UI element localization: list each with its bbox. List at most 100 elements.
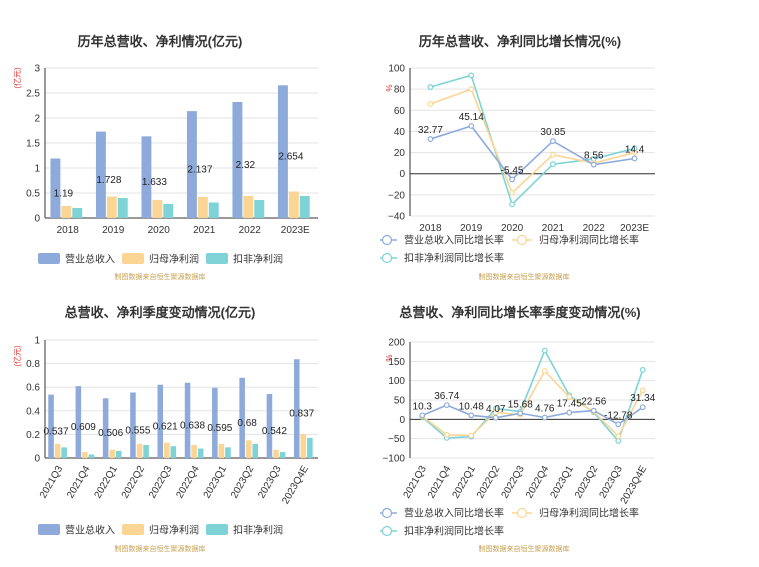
data-label: 0.837 [289,409,314,420]
x-tick-label: 2019 [460,223,483,234]
data-point [468,86,475,93]
data-label: 0.595 [207,423,232,434]
data-point [615,438,622,444]
x-tick-label: 2023E [620,223,649,234]
source-note: 制图数据来自恒生聚源数据库 [479,272,570,281]
series-line-1 [430,88,635,195]
chart-annual-growth-svg: 历年总营收、净利同比增长情况(%)% −40 −20 0 20 40 60 80 100 2018… [380,34,655,281]
data-point [443,402,450,409]
legend-swatch [38,253,60,264]
data-point [550,138,556,145]
y-axis-unit: (亿元) [12,345,22,367]
bar-deducted-profit [299,196,310,218]
bar-net-profit [109,449,115,458]
data-label: 22.56 [581,397,606,408]
bar-deducted-profit [61,447,67,458]
data-label: 4.07 [486,404,506,415]
bar-deducted-profit [225,447,231,458]
y-tick-label: 1.5 [26,139,40,150]
bar-revenue [95,131,106,218]
y-axis-unit: % [385,354,394,361]
y-tick-label: 2.5 [26,89,40,100]
y-tick-label: 0.2 [26,430,40,441]
chart-annual-values-svg: 历年总营收、净利情况(亿元) (亿元) 0 0.5 1 1.5 2 2.5 3 2018 2019 2… [12,34,318,281]
bar-net-profit [300,434,307,458]
chart-title: 总营收、净利同比增长率季度变动情况(%) [399,305,640,320]
chart-title: 总营收、净利季度变动情况(亿元) [65,305,256,320]
bar-revenue [232,102,243,218]
x-tick-label: 2022Q1 [93,464,121,501]
legend-label: 归母净利润同比增长率 [539,234,639,247]
y-tick-label: −40 [388,212,405,223]
data-label: 1.728 [96,175,121,186]
data-label: 0.638 [180,420,205,431]
x-tick-label: 2021Q3 [38,464,66,501]
data-point [615,421,622,428]
bar-net-profit [106,196,117,218]
y-tick-label: 0 [34,214,40,225]
data-point [492,409,499,416]
data-point [443,431,450,438]
bar-revenue [277,85,288,218]
legend-marker [516,234,528,246]
data-label: 2.32 [236,160,256,171]
y-tick-label: 0 [399,169,405,180]
data-label: 1.19 [54,188,74,199]
x-tick-label: 2020 [148,225,171,236]
y-tick-label: 0.5 [26,189,40,200]
data-label: 30.85 [540,127,565,138]
legend-swatch [122,253,144,264]
legend-swatch [122,524,144,535]
bar-deducted-profit [88,454,95,458]
y-axis-unit: % [385,84,394,91]
series-line-0 [430,125,635,181]
data-label: 15.68 [508,399,533,410]
chart-title: 历年总营收、净利情况(亿元) [78,34,243,49]
data-point [631,149,638,156]
bar-revenue [48,394,54,458]
y-tick-label: 50 [394,396,406,407]
bar-net-profit [273,449,279,458]
x-tick-label: 2023Q1 [202,464,230,501]
data-point [509,189,515,196]
bar-net-profit [136,443,143,458]
bar-revenue [184,382,191,458]
chart-quarterly-growth: 总营收、净利同比增长率季度变动情况(%)% −100 −50 0 50 100 150 200… [380,284,759,567]
data-point [566,409,573,416]
bar-revenue [130,392,136,458]
data-point [509,176,515,183]
series-line-1 [421,369,644,438]
data-point [427,136,434,142]
data-label: 1.633 [142,177,167,188]
legend-marker [516,507,528,519]
y-axis-unit: (亿元) [12,67,22,89]
bar-deducted-profit [307,437,313,458]
data-point [631,155,638,162]
data-label: 2.654 [278,152,303,163]
data-point [517,410,524,417]
bar-deducted-profit [254,200,265,218]
bar-revenue [293,359,300,458]
chart-quarterly-values-svg: 总营收、净利季度变动情况(亿元) (亿元) 0 0.2 0.4 0.6 0.8 1 2021Q3… [12,305,318,553]
data-label: 0.68 [237,418,257,429]
legend-swatch [206,253,228,264]
data-point [492,414,499,421]
legend-swatch [206,524,228,535]
x-tick-label: 2018 [419,223,442,234]
series-line-2 [421,348,644,443]
source-note: 制图数据来自恒生聚源数据库 [115,544,206,553]
data-label: 0.609 [71,422,96,433]
bar-deducted-profit [252,443,259,458]
x-tick-label: 2021Q4 [65,464,93,501]
y-tick-label: 0.8 [26,359,40,370]
bar-revenue [186,111,197,218]
legend-label: 归母净利润 [149,253,199,266]
legend-label: 扣非净利润同比增长率 [404,525,504,538]
y-tick-label: 1 [34,336,40,347]
y-tick-label: 0 [34,454,40,465]
bar-revenue [141,136,152,218]
x-tick-label: 2021 [542,223,565,234]
bar-net-profit [152,200,163,218]
bar-net-profit [218,443,225,458]
y-tick-label: 100 [388,376,405,387]
